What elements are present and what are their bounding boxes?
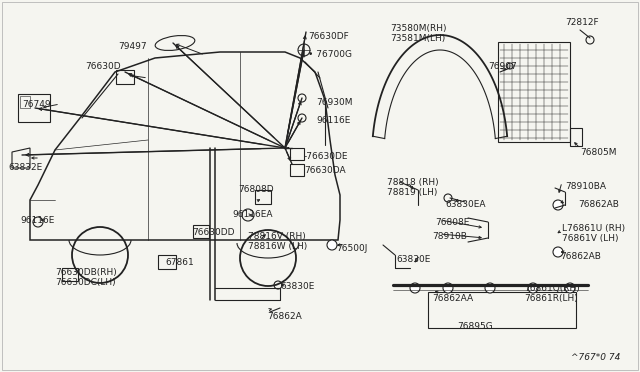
Text: 79497: 79497 <box>118 42 147 51</box>
Bar <box>428 292 576 328</box>
Circle shape <box>443 283 453 293</box>
Bar <box>158 255 176 269</box>
Circle shape <box>553 247 563 257</box>
Text: 78910B: 78910B <box>432 232 467 241</box>
Circle shape <box>485 283 495 293</box>
Bar <box>193 225 209 238</box>
Text: 76749: 76749 <box>22 100 51 109</box>
Text: 78816V (RH)
78816W (LH): 78816V (RH) 78816W (LH) <box>248 232 307 251</box>
Text: 76861Q(RH)
76861R(LH): 76861Q(RH) 76861R(LH) <box>524 284 580 304</box>
Text: 76630D: 76630D <box>85 62 120 71</box>
Bar <box>20 96 30 108</box>
Text: 76805M: 76805M <box>580 148 616 157</box>
Text: 76630DB(RH)
76630DC(LH): 76630DB(RH) 76630DC(LH) <box>55 268 116 288</box>
Text: 73580M(RH)
73581M(LH): 73580M(RH) 73581M(LH) <box>390 24 447 44</box>
Text: • 76700G: • 76700G <box>308 50 352 59</box>
Text: 76895G: 76895G <box>457 322 493 331</box>
Text: 96116E: 96116E <box>316 116 350 125</box>
Circle shape <box>565 283 575 293</box>
Text: 96116E: 96116E <box>20 216 54 225</box>
Text: 76907: 76907 <box>488 62 516 71</box>
Text: 63830E: 63830E <box>280 282 314 291</box>
Text: 67861: 67861 <box>165 258 194 267</box>
Text: 76630DD: 76630DD <box>192 228 234 237</box>
Text: 96116EA: 96116EA <box>232 210 273 219</box>
Text: 76630DF: 76630DF <box>308 32 349 41</box>
Text: 76862AB: 76862AB <box>578 200 619 209</box>
Text: 72812F: 72812F <box>565 18 598 27</box>
Text: 76862A: 76862A <box>267 312 301 321</box>
Bar <box>62 268 78 281</box>
Text: 76862AB: 76862AB <box>560 252 601 261</box>
Text: 78818 (RH)
78819 (LH): 78818 (RH) 78819 (LH) <box>387 178 438 198</box>
Circle shape <box>528 283 538 293</box>
Text: 76630DA: 76630DA <box>304 166 346 175</box>
Bar <box>290 164 304 176</box>
Bar <box>570 128 582 146</box>
Text: 76862AA: 76862AA <box>432 294 473 303</box>
Text: 76500J: 76500J <box>336 244 367 253</box>
Text: 63830E: 63830E <box>396 255 430 264</box>
Bar <box>498 42 570 142</box>
Bar <box>290 148 304 160</box>
Circle shape <box>410 283 420 293</box>
Text: 76930M: 76930M <box>316 98 353 107</box>
Bar <box>116 70 134 84</box>
Text: ^767*0 74: ^767*0 74 <box>571 353 620 362</box>
Bar <box>255 190 271 204</box>
Text: 63830EA: 63830EA <box>445 200 486 209</box>
Text: 63832E: 63832E <box>8 163 42 172</box>
Circle shape <box>553 200 563 210</box>
Bar <box>18 94 50 122</box>
Text: 76808E: 76808E <box>435 218 469 227</box>
Circle shape <box>327 240 337 250</box>
Text: L76861U (RH)
76861V (LH): L76861U (RH) 76861V (LH) <box>562 224 625 243</box>
Text: 78910BA: 78910BA <box>565 182 606 191</box>
Text: 76808D: 76808D <box>238 185 274 194</box>
Text: -76630DE: -76630DE <box>304 152 349 161</box>
